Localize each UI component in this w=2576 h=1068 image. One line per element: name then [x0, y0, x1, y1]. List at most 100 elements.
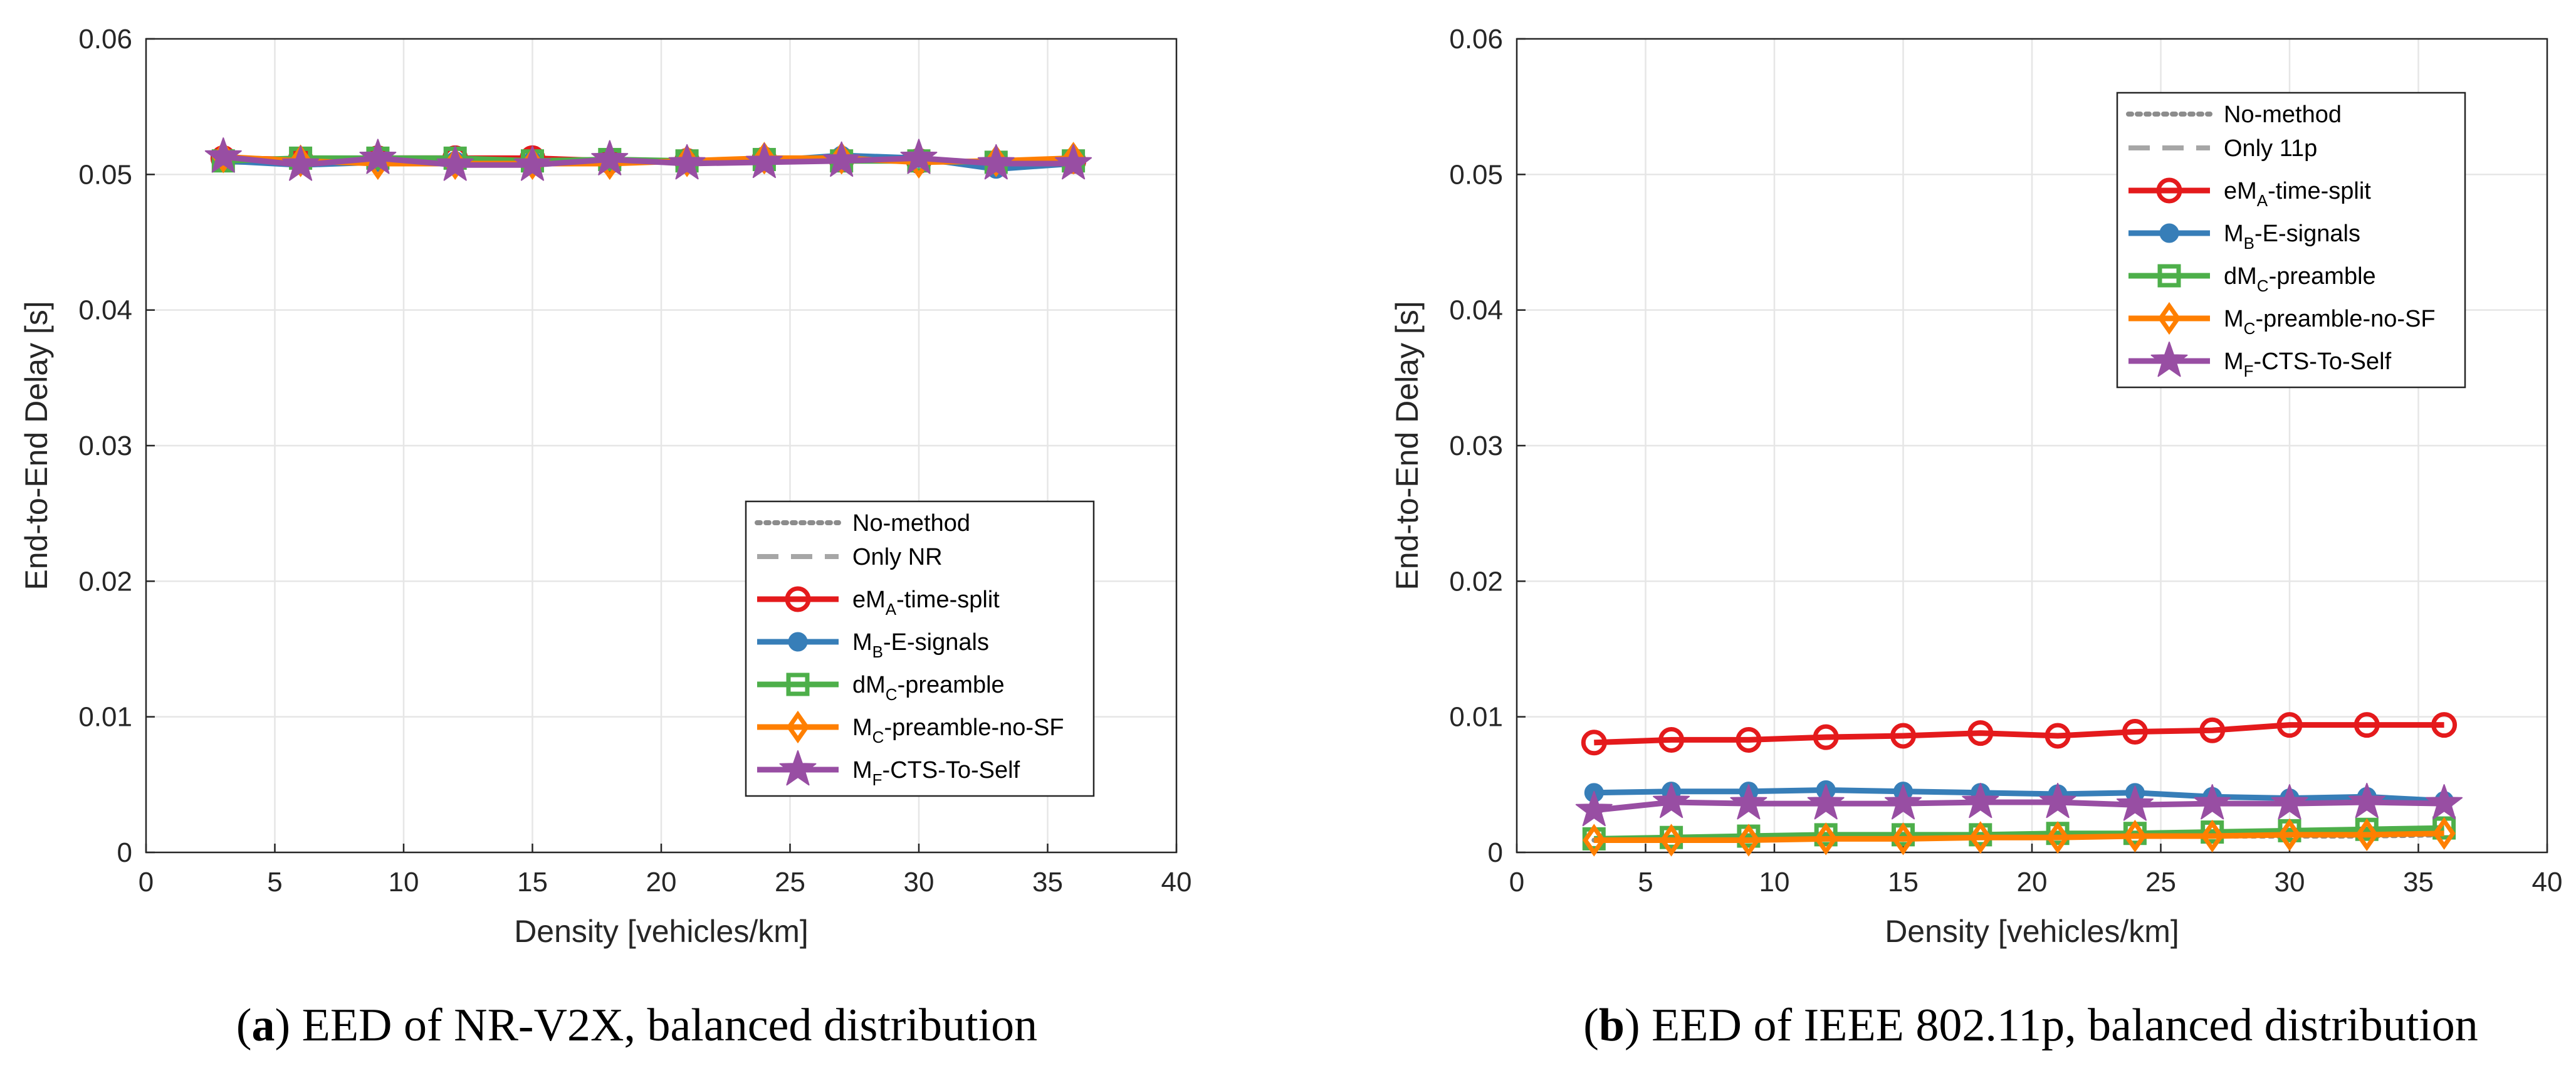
legend-label-mF: MF-CTS-To-Self [852, 757, 1020, 789]
data-point-mF [282, 145, 320, 181]
legend: No-method Only 11p eMA-time-split MB-E-sign… [2116, 92, 2466, 389]
x-tick-label: 20 [646, 867, 677, 898]
x-axis-label: Density [vehicles/km] [1885, 914, 2179, 949]
x-tick-label: 30 [904, 867, 935, 898]
data-point-mC [675, 144, 699, 177]
x-tick-label: 25 [775, 867, 805, 898]
series-group [1575, 712, 2463, 857]
data-point-mC [2123, 819, 2147, 853]
data-point-mF [2116, 785, 2154, 821]
legend-label-emA: eMA-time-split [852, 587, 1000, 619]
legend-label-dmC: dMC-preamble [852, 672, 1005, 704]
data-point-mF [668, 144, 706, 180]
legend-marker-dmC [2157, 264, 2181, 288]
y-axis: 0 0.01 0.02 0.03 0.04 0.05 0.06 [1449, 24, 1526, 868]
x-tick-label: 0 [1509, 867, 1524, 898]
data-point-mF [823, 141, 861, 177]
legend-marker-mC [786, 710, 810, 744]
y-axis: 0 0.01 0.02 0.03 0.04 0.05 0.06 [78, 24, 155, 868]
data-point-mF [2271, 784, 2308, 820]
data-point-mC [1660, 824, 1683, 857]
data-point-mF [1055, 144, 1092, 180]
data-point-mF [436, 145, 474, 181]
y-tick-label: 0.04 [78, 295, 132, 326]
chart-panel-b: 0 5 10 15 20 25 30 35 40 0 0.01 0.02 0.03 0.04 0.05 0.0… [1390, 24, 2562, 1051]
y-tick-label: 0.01 [1449, 702, 1503, 733]
data-point-mC [2355, 818, 2379, 851]
y-axis-label: End-to-End Delay [s] [1390, 301, 1425, 590]
data-point-emA [1813, 724, 1839, 750]
data-point-mF [2348, 783, 2385, 819]
y-tick-label: 0.06 [78, 24, 132, 55]
chart-panel-a: 0 5 10 15 20 25 30 35 40 0 0.01 0.02 0.03 0.04 0.05 0.0… [19, 24, 1191, 1051]
x-axis-label: Density [vehicles/km] [514, 914, 809, 949]
y-tick-label: 0.05 [1449, 159, 1503, 190]
y-tick-label: 0.01 [78, 702, 132, 733]
y-tick-label: 0.03 [1449, 431, 1503, 461]
data-point-mC [2278, 818, 2301, 851]
data-point-emA [2199, 717, 2226, 743]
data-point-mC [1969, 821, 1992, 854]
x-tick-label: 15 [517, 867, 548, 898]
y-tick-label: 0 [1488, 837, 1503, 868]
data-point-mF [2039, 783, 2076, 819]
data-point-emA [2353, 712, 2380, 738]
data-point-mC [753, 142, 776, 175]
x-tick-label: 30 [2275, 867, 2305, 898]
data-point-mF [1653, 783, 1690, 819]
y-tick-label: 0 [117, 837, 132, 868]
data-point-emA [2431, 712, 2458, 738]
data-point-mF [1885, 784, 1922, 820]
series-group [204, 137, 1092, 181]
legend-marker-mF [779, 750, 817, 786]
x-tick-label: 10 [1759, 867, 1790, 898]
x-tick-label: 5 [267, 867, 282, 898]
data-point-emA [1890, 723, 1916, 749]
legend-label-mC: MC-preamble-no-SF [852, 715, 1064, 746]
x-axis: 0 5 10 15 20 25 30 35 40 [1509, 844, 2563, 898]
y-tick-label: 0.05 [78, 159, 132, 190]
data-point-mC [289, 144, 312, 177]
x-tick-label: 35 [1032, 867, 1063, 898]
data-point-mC [1892, 822, 1915, 856]
series-line-mF [223, 154, 1074, 168]
data-point-mC [2201, 819, 2224, 853]
figure-caption: (a) EED of NR-V2X, balanced distribution [236, 1000, 1037, 1051]
x-tick-label: 0 [139, 867, 154, 898]
legend-label-only: Only 11p [2224, 135, 2317, 162]
data-point-emA [1581, 730, 1607, 756]
data-point-mC [2046, 821, 2070, 854]
legend-label-emA: eMA-time-split [2224, 178, 2371, 210]
legend-label-mB: MB-E-signals [2224, 221, 2360, 253]
data-point-mF [359, 139, 397, 174]
series-line-emA [1594, 722, 2444, 746]
data-point-mF [1807, 784, 1845, 820]
legend-label-no_method: No-method [2224, 102, 2342, 128]
data-point-emA [1967, 720, 1994, 746]
legend-label-mB: MB-E-signals [852, 629, 989, 661]
data-point-mF [591, 140, 629, 175]
x-tick-label: 40 [2532, 867, 2563, 898]
series-line-mF [1593, 799, 2444, 814]
data-point-emA [2276, 712, 2303, 738]
x-tick-label: 10 [389, 867, 419, 898]
data-point-emA [2045, 723, 2071, 749]
legend-marker-dmC [786, 673, 810, 696]
x-axis: 0 5 10 15 20 25 30 35 40 [139, 844, 1192, 898]
legend: No-method Only NR eMA-time-split MB-E-signa… [745, 500, 1095, 797]
y-tick-label: 0.03 [78, 431, 132, 461]
y-tick-label: 0.06 [1449, 24, 1503, 55]
legend-label-no_method: No-method [852, 510, 970, 537]
y-tick-label: 0.04 [1449, 295, 1503, 326]
series-line-dmC [1594, 825, 2444, 842]
data-point-mF [977, 144, 1015, 180]
legend-label-mF: MF-CTS-To-Self [2224, 348, 2392, 380]
data-point-mC [830, 142, 853, 175]
data-point-mC [1583, 824, 1606, 857]
data-point-emA [1736, 726, 1762, 753]
data-point-mF [514, 145, 551, 181]
x-tick-label: 40 [1161, 867, 1192, 898]
x-tick-label: 35 [2403, 867, 2434, 898]
